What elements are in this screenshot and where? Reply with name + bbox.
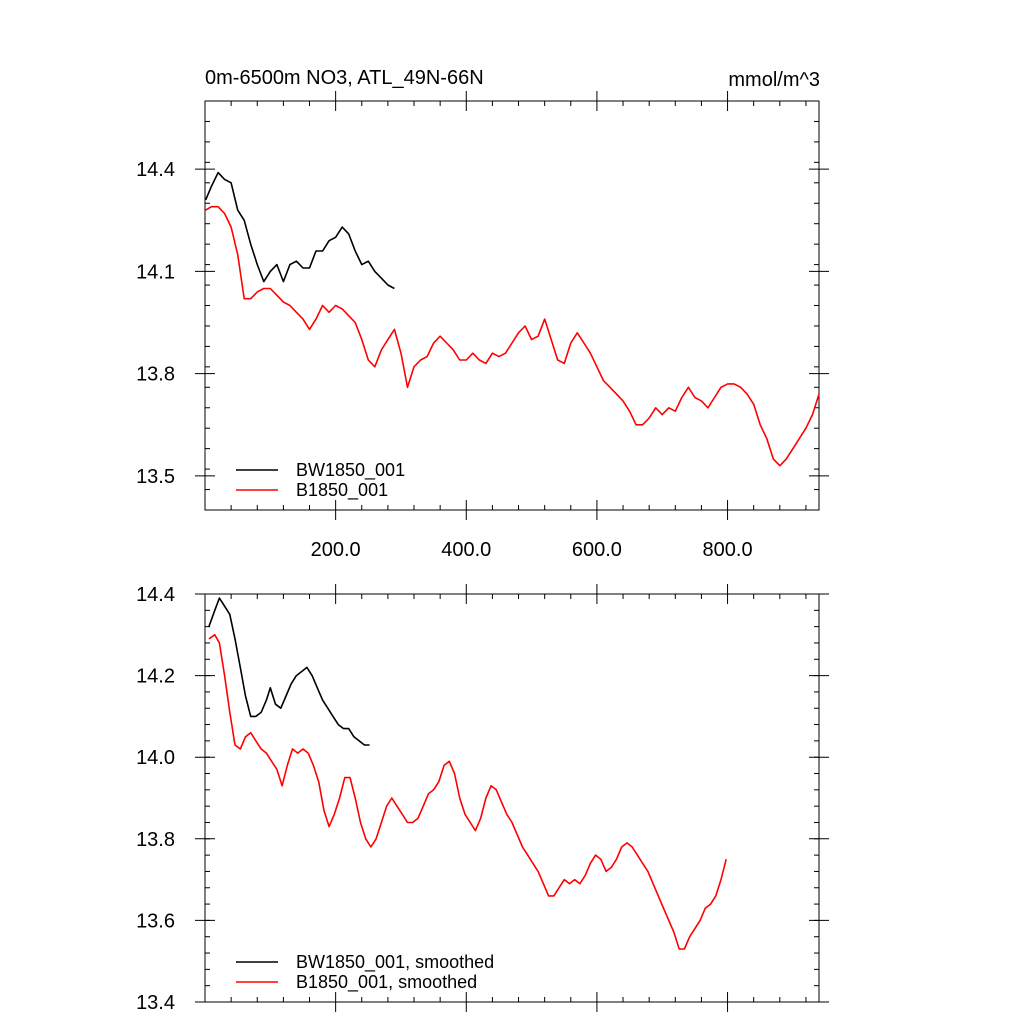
y-tick-label: 14.4: [136, 159, 175, 181]
y-tick-label: 14.2: [136, 666, 175, 688]
series-line-0: [208, 597, 370, 746]
bottom-plot-frame: [204, 593, 820, 1003]
series-line-1: [205, 205, 820, 467]
y-tick-label: 13.8: [136, 829, 175, 851]
top-series-lines: [204, 171, 820, 467]
series-line-1: [208, 634, 727, 950]
x-tick-label: 600.0: [572, 539, 622, 561]
x-tick-label: 800.0: [703, 539, 753, 561]
y-tick-label: 14.4: [136, 584, 175, 606]
unit-label: mmol/m^3: [728, 69, 820, 91]
y-tick-label: 14.1: [136, 261, 175, 283]
x-tick-label: 400.0: [441, 539, 491, 561]
legend-label-1: B1850_001: [296, 480, 388, 501]
y-tick-label: 13.6: [136, 910, 175, 932]
x-tick-label: 200.0: [311, 539, 361, 561]
legend-label-1: B1850_001, smoothed: [296, 972, 477, 993]
y-tick-label: 13.5: [136, 466, 175, 488]
y-tick-label: 13.4: [136, 992, 175, 1014]
top-plot-frame: [204, 100, 820, 511]
series-line-0: [204, 171, 395, 290]
y-tick-label: 13.8: [136, 364, 175, 386]
top-axis-ticks: 13.5 13.8 14.1 14.4 200.0 400.0 600.0 800.0: [136, 91, 829, 561]
chart-title: 0m-6500m NO3, ATL_49N-66N: [205, 67, 484, 89]
legend-label-0: BW1850_001: [296, 460, 405, 481]
y-tick-label: 14.0: [136, 747, 175, 769]
bottom-axis-ticks: 13.4 13.6 13.8 14.0 14.2 14.4: [136, 584, 829, 1014]
legend-label-0: BW1850_001, smoothed: [296, 952, 494, 973]
bottom-series-lines: [208, 597, 727, 950]
